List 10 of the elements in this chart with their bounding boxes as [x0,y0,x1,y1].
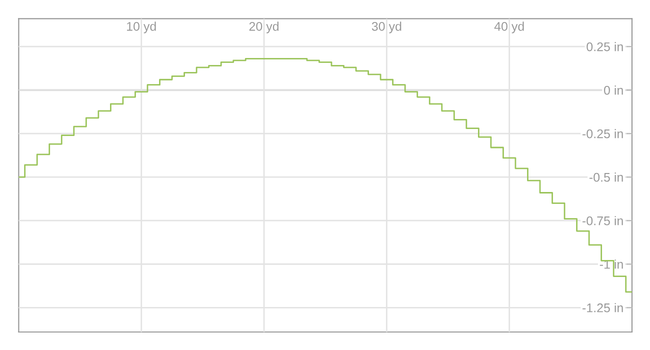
x-tick-label: 20 yd [249,22,279,34]
y-tick-label: 0 in [604,86,623,95]
y-tick-label: -1.25 in [582,303,623,312]
y-tick-label: -0.5 in [589,172,623,182]
y-tick-label: 0.25 in [586,42,623,52]
x-tick-label: 10 yd [127,22,156,34]
y-tick-label: -0.25 in [582,129,623,138]
y-tick-label: -0.75 in [582,216,623,226]
x-tick-label: 40 yd [494,22,524,34]
x-tick-label: 30 yd [372,22,402,34]
